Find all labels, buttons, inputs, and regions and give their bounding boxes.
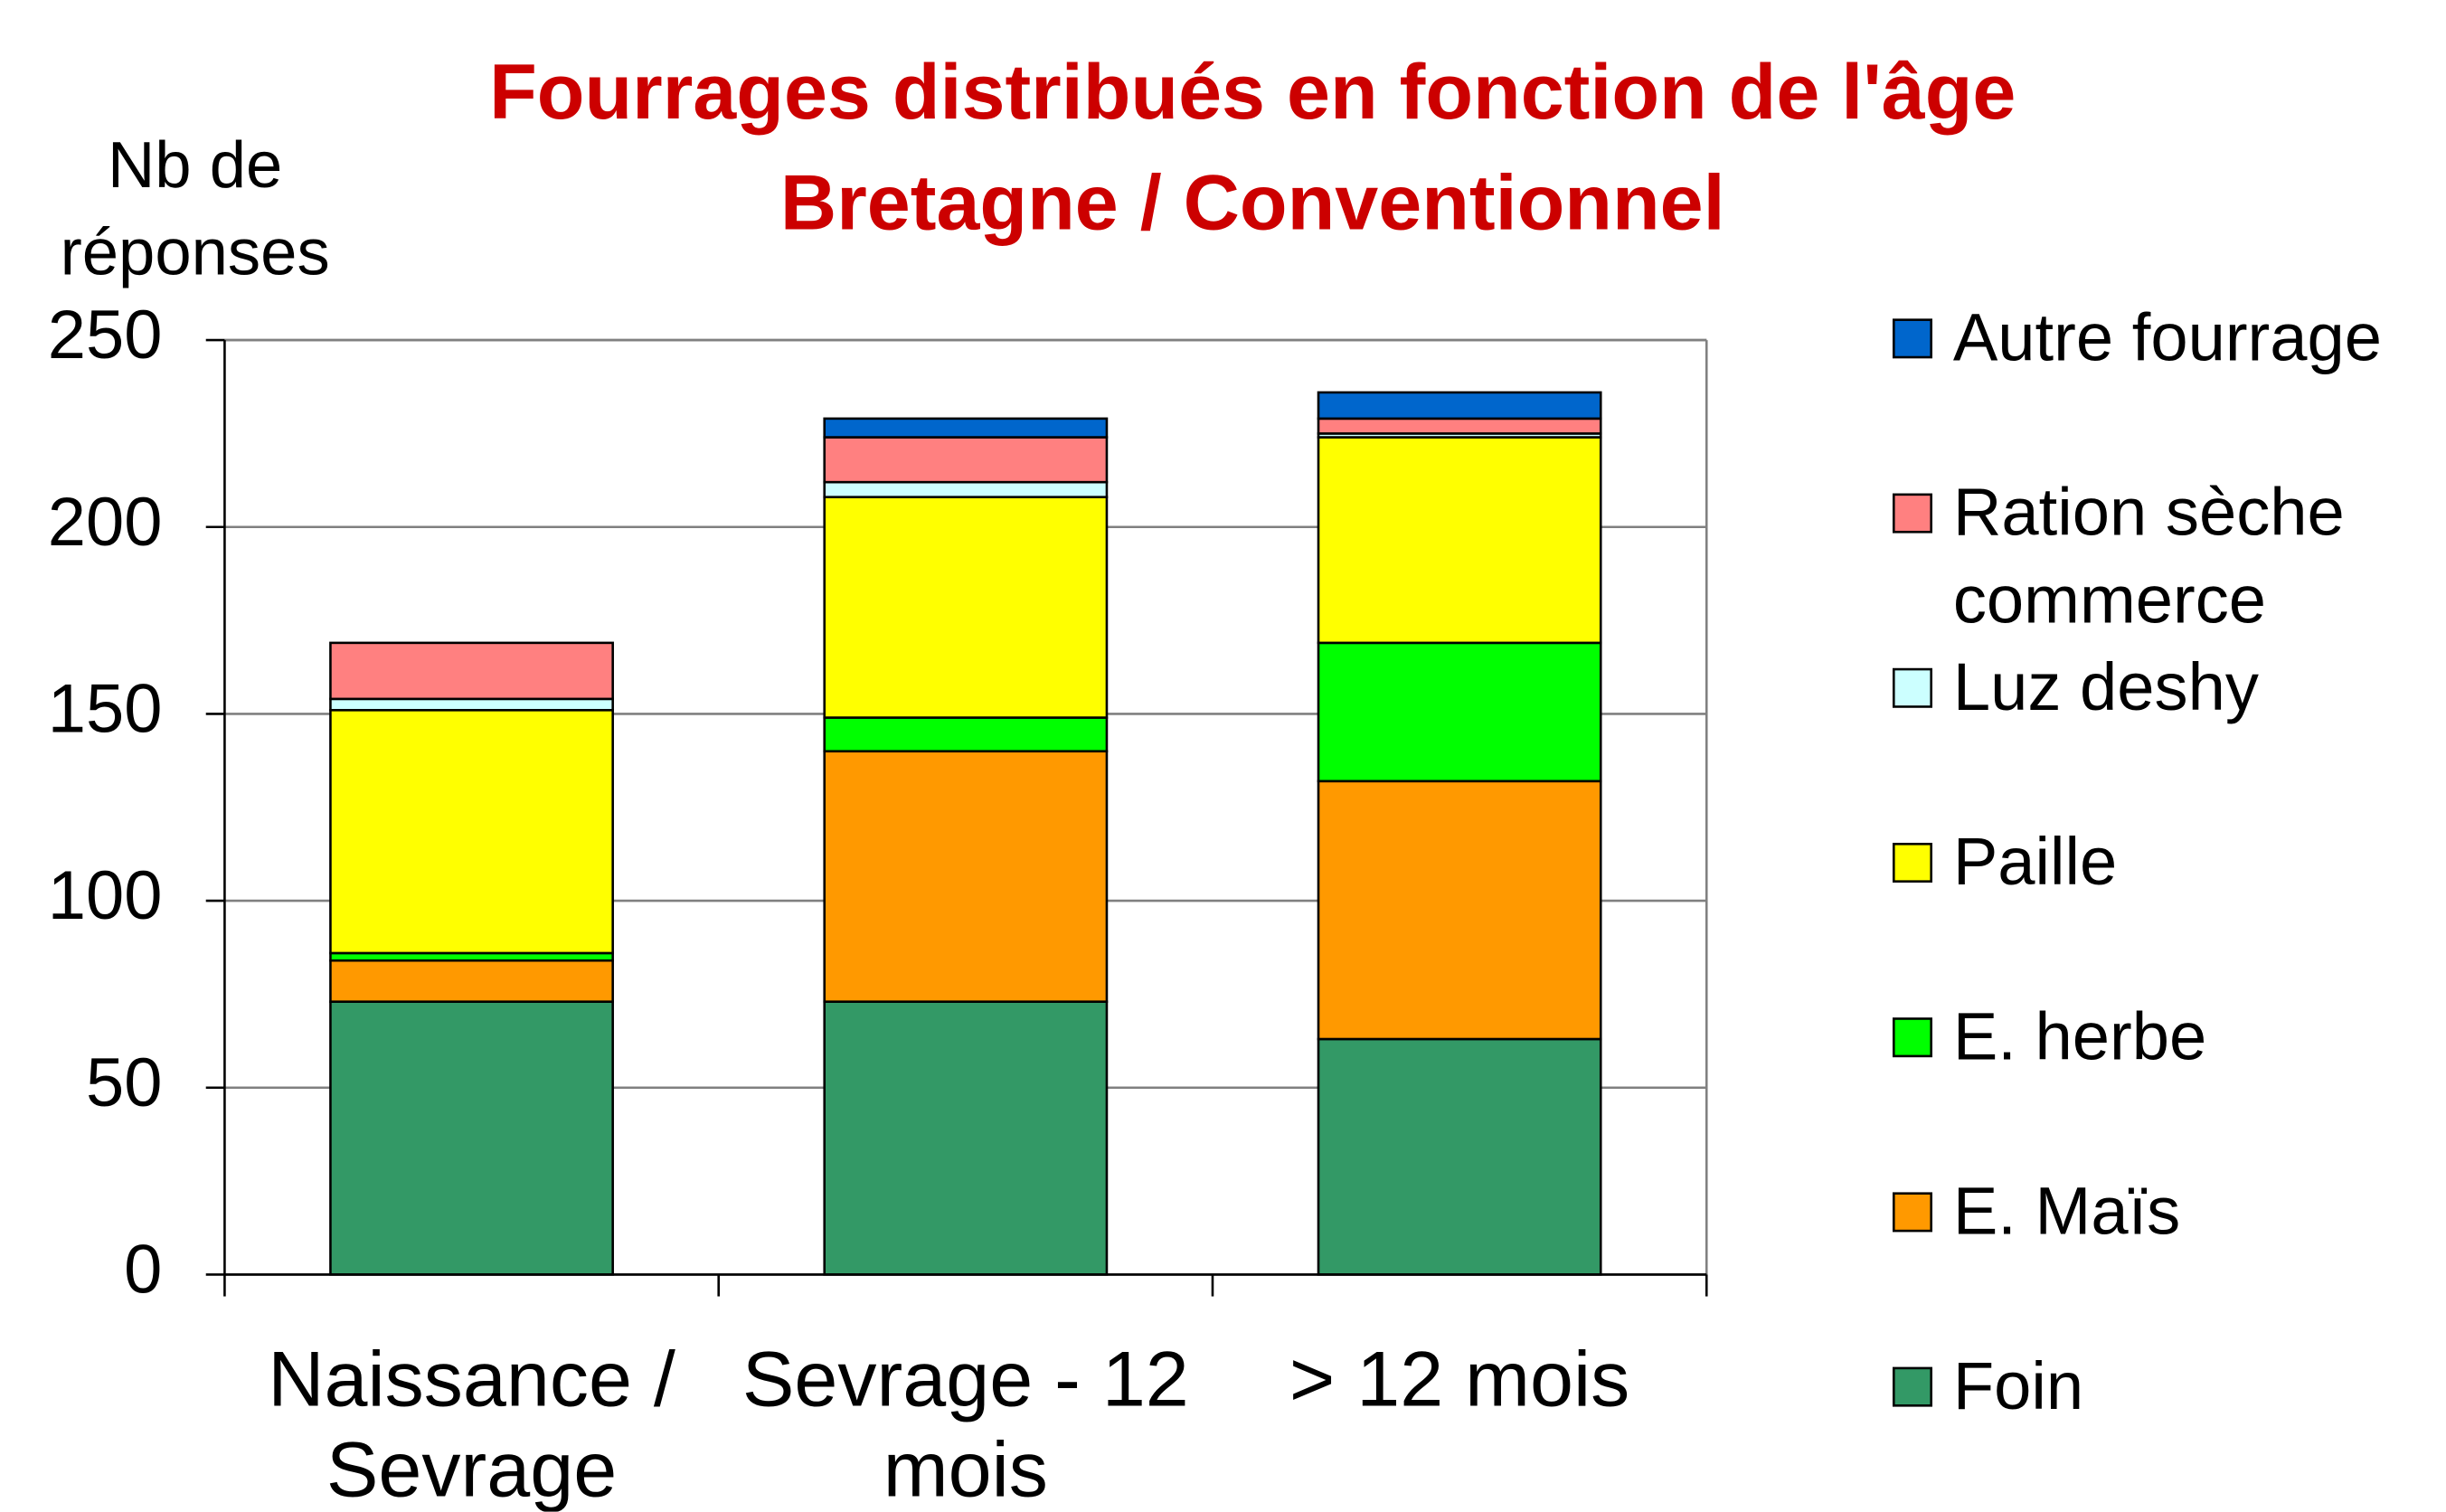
bar-segment xyxy=(329,1000,614,1276)
bar-segment xyxy=(1317,391,1602,421)
bar-segment xyxy=(823,716,1109,753)
y-tick-label: 100 xyxy=(48,857,163,934)
bar-segment xyxy=(823,417,1109,439)
x-tick-label: Sevrage - 12 mois xyxy=(741,1335,1189,1512)
y-axis-label: Nb de réponses xyxy=(60,128,330,289)
bar-segment xyxy=(329,641,614,701)
legend-swatch xyxy=(1892,318,1932,359)
legend-swatch xyxy=(1892,1366,1932,1407)
x-tick-label: Naissance / Sevrage xyxy=(268,1335,675,1512)
bar-segment xyxy=(329,697,614,712)
legend-swatch xyxy=(1892,493,1932,534)
bar-segment xyxy=(1317,641,1602,783)
legend-swatch xyxy=(1892,667,1932,708)
legend-swatch xyxy=(1892,1017,1932,1058)
legend-swatch xyxy=(1892,1192,1932,1233)
y-tick-label: 150 xyxy=(48,670,163,747)
legend-label: E. Maïs xyxy=(1952,1175,2181,1250)
y-tick-label: 200 xyxy=(48,484,163,561)
legend-label: Luz deshy xyxy=(1952,650,2259,726)
bar-segment xyxy=(823,496,1109,719)
bar-segment xyxy=(329,959,614,1003)
legend-swatch xyxy=(1892,842,1932,883)
legend-label: Autre fourrage xyxy=(1952,300,2383,376)
bar-segment xyxy=(1317,417,1602,435)
legend-label: Ration sèche commerce xyxy=(1952,476,2345,638)
bar-segment xyxy=(329,708,614,955)
bar-segment xyxy=(1317,436,1602,645)
bar-segment xyxy=(1317,1037,1602,1276)
legend-label: E. herbe xyxy=(1952,999,2207,1075)
y-tick-label: 50 xyxy=(86,1044,162,1121)
bar-segment xyxy=(823,1000,1109,1276)
legend-label: Foin xyxy=(1952,1349,2084,1425)
y-tick-label: 0 xyxy=(124,1231,162,1308)
chart-title: Fourrages distribués en fonction de l'âg… xyxy=(489,49,2016,136)
y-tick-label: 250 xyxy=(48,297,163,373)
bar-segment xyxy=(823,750,1109,1003)
bar-segment xyxy=(1317,780,1602,1041)
chart-subtitle: Bretagne / Conventionnel xyxy=(780,160,1725,247)
x-tick-label: > 12 mois xyxy=(1289,1335,1630,1423)
legend-label: Paille xyxy=(1952,825,2118,901)
bar-segment xyxy=(823,436,1109,484)
bar-segment xyxy=(823,480,1109,498)
